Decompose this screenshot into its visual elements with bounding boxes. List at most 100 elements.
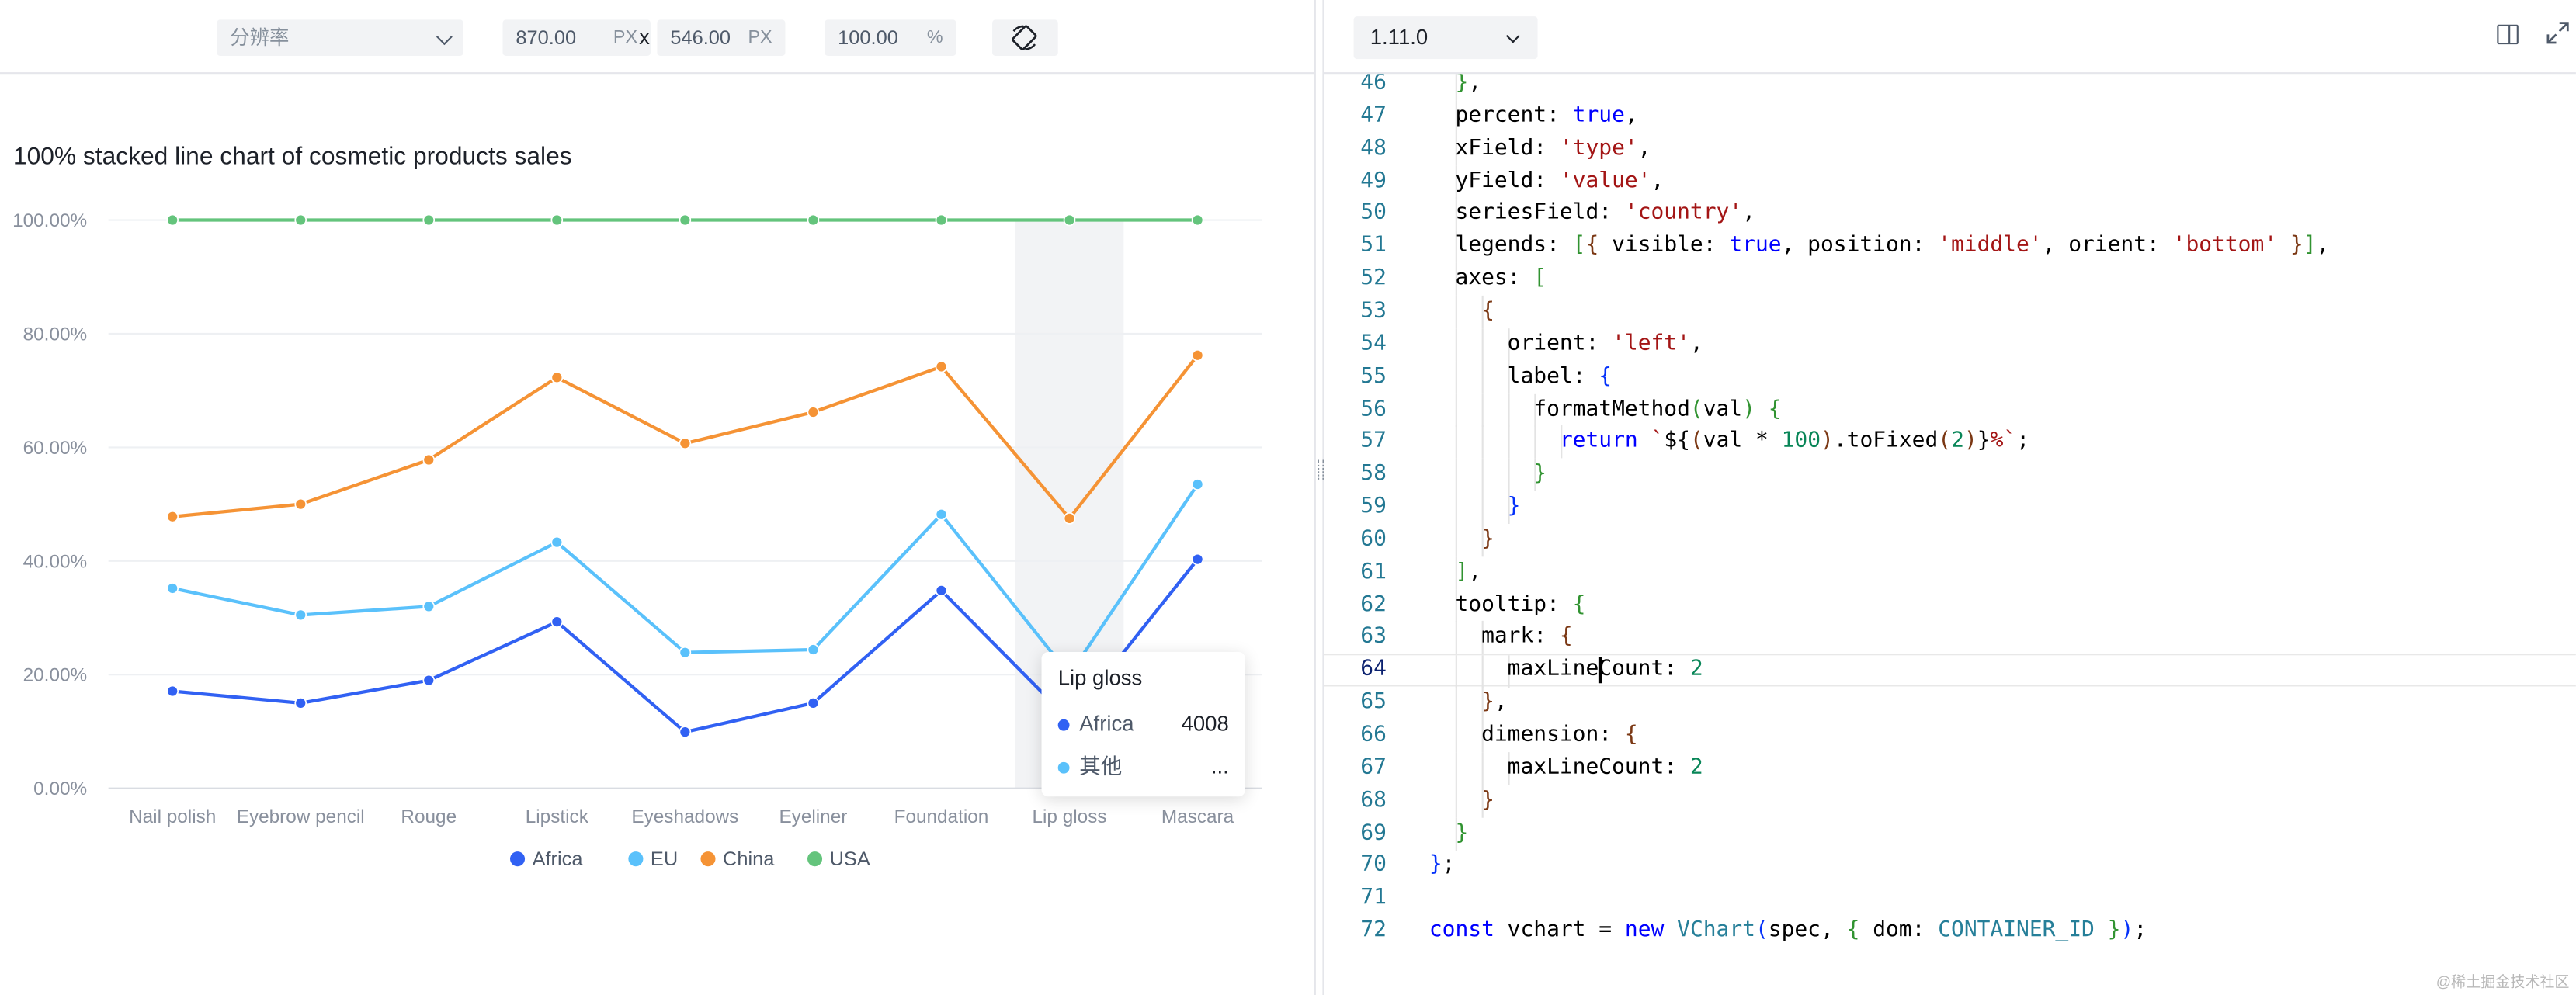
x-tick-label: Nail polish (129, 806, 216, 827)
line-number: 56 (1360, 397, 1387, 421)
indent-guide (1481, 686, 1484, 720)
chart-tooltip: Lip gloss Africa 4008 其他 ... (1041, 652, 1245, 797)
resolution-placeholder: 分辨率 (230, 26, 290, 50)
code-editor[interactable]: 46 }, 47 percent: true, 48 xField: 'type',… (1324, 72, 2576, 995)
indent-guide (1455, 816, 1457, 851)
code-text: orient: 'left', (1403, 331, 1703, 356)
line-number: 47 (1360, 102, 1387, 128)
code-line[interactable]: 63 mark: { (1324, 621, 2575, 655)
expand-icon[interactable] (2546, 22, 2570, 45)
code-line[interactable]: 50 seriesField: 'country', (1324, 197, 2575, 231)
code-line[interactable]: 67 maxLineCount: 2 (1324, 751, 2575, 785)
code-line[interactable]: 70 }; (1324, 850, 2575, 882)
data-point (807, 406, 820, 418)
indent-guide (1455, 295, 1457, 329)
split-view-icon[interactable] (2497, 24, 2519, 45)
code-text: seriesField: 'country', (1403, 200, 1755, 226)
code-line[interactable]: 48 xField: 'type', (1324, 132, 2575, 166)
legend-item: EU (651, 848, 678, 870)
preview-pane: 分辨率 870.00 PX x 546.00 PX 100.00 % (0, 19, 1314, 871)
code-line[interactable]: 62 tooltip: { (1324, 588, 2575, 622)
rotate-icon (1012, 25, 1037, 50)
code-text: } (1403, 527, 1495, 552)
chevron-down-icon (1505, 29, 1520, 43)
y-tick-label: 100.00% (12, 210, 87, 231)
data-point (422, 674, 436, 687)
code-line[interactable]: 65 }, (1324, 686, 2575, 720)
code-text: label: { (1403, 363, 1613, 389)
width-value: 870.00 (516, 26, 577, 50)
height-input[interactable]: 546.00 PX (657, 19, 786, 56)
data-point (807, 697, 820, 709)
resolution-select[interactable]: 分辨率 (217, 19, 463, 56)
y-tick-label: 80.00% (23, 324, 88, 345)
indent-guide (1455, 360, 1457, 394)
code-line[interactable]: 59 } (1324, 491, 2575, 525)
rotate-button[interactable] (992, 19, 1058, 56)
legend-marker (628, 851, 644, 867)
code-text: tooltip: { (1403, 592, 1586, 617)
data-point (294, 608, 307, 622)
code-line[interactable]: 55 label: { (1324, 360, 2575, 394)
indent-guide (1481, 458, 1484, 492)
line-number: 67 (1360, 755, 1387, 780)
code-line[interactable]: 72 const vchart = new VChart(spec, { dom… (1324, 915, 2575, 948)
code-line[interactable]: 51 legends: [{ visible: true, position: … (1324, 230, 2575, 264)
indent-guide (1481, 751, 1484, 785)
legend-marker (510, 851, 526, 867)
y-tick-label: 60.00% (23, 438, 88, 459)
code-line[interactable]: 58 } (1324, 458, 2575, 492)
data-point (935, 213, 948, 227)
tooltip-title: Lip gloss (1057, 664, 1143, 690)
indent-guide (1455, 621, 1457, 655)
code-line[interactable]: 71 (1324, 882, 2575, 915)
indent-guide (1455, 491, 1457, 525)
indent-guide (1507, 655, 1509, 689)
zoom-value: 100.00 (838, 26, 898, 50)
line-number: 66 (1360, 723, 1387, 747)
width-input[interactable]: 870.00 PX (502, 19, 651, 56)
legend-item: USA (830, 848, 870, 870)
code-line[interactable]: 56 formatMethod(val) { (1324, 393, 2575, 427)
indent-guide (1455, 165, 1457, 199)
version-select[interactable]: 1.11.0 (1353, 16, 1538, 60)
tooltip-row: Africa 4008 (1057, 703, 1229, 746)
code-line[interactable]: 49 yField: 'value', (1324, 165, 2575, 199)
data-point (679, 726, 692, 739)
code-line[interactable]: 69 } (1324, 816, 2575, 851)
code-line[interactable]: 46 }, (1324, 72, 2575, 101)
tooltip-row-name: 其他 (1079, 754, 1123, 778)
x-tick-label: Lipstick (526, 806, 589, 827)
data-point (550, 213, 564, 227)
data-point (550, 371, 564, 384)
code-line[interactable]: 54 orient: 'left', (1324, 328, 2575, 362)
code-text: }; (1403, 853, 1456, 878)
indent-guide (1507, 328, 1509, 362)
code-line[interactable]: 64 maxLineCount: 2 (1324, 654, 2576, 689)
data-point (935, 508, 948, 521)
chart-title: 100% stacked line chart of cosmetic prod… (13, 142, 572, 170)
code-text: }, (1403, 690, 1508, 715)
code-line[interactable]: 53 { (1324, 295, 2575, 329)
legend-item: China (723, 848, 775, 870)
code-text: { (1403, 298, 1495, 324)
y-tick-label: 20.00% (23, 665, 88, 686)
code-line[interactable]: 68 } (1324, 784, 2575, 818)
zoom-input[interactable]: 100.00 % (825, 19, 956, 56)
code-line[interactable]: 66 dimension: { (1324, 719, 2575, 753)
code-line[interactable]: 60 } (1324, 523, 2575, 557)
pane-resize-handle[interactable] (1314, 0, 1324, 995)
indent-guide (1507, 425, 1509, 459)
data-point (422, 600, 436, 613)
code-line[interactable]: 52 axes: [ (1324, 262, 2575, 296)
code-line[interactable]: 57 return `${(val * 100).toFixed(2)}%`; (1324, 425, 2575, 459)
code-text: } (1403, 494, 1521, 519)
code-line[interactable]: 47 percent: true, (1324, 99, 2575, 133)
x-tick-label: Lip gloss (1033, 806, 1107, 827)
version-value: 1.11.0 (1370, 24, 1429, 50)
code-line[interactable]: 61 ], (1324, 556, 2575, 590)
data-point (1063, 512, 1076, 525)
data-point (935, 360, 948, 373)
indent-guide (1481, 491, 1484, 525)
